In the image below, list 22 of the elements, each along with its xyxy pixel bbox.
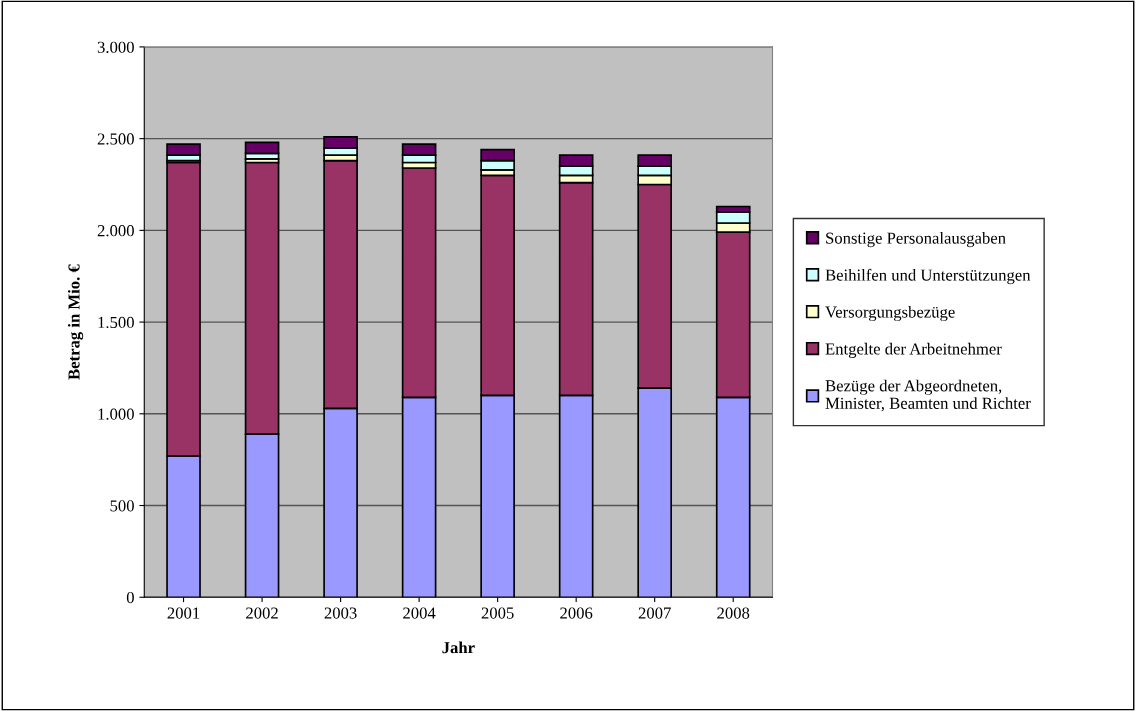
y-tick-label: 2.000 — [97, 225, 134, 237]
legend-label: Beihilfen und Unterstützungen — [825, 268, 1031, 285]
y-tick-label: 3.000 — [97, 41, 134, 53]
x-tick-label: 2007 — [638, 607, 671, 619]
x-tick-label: 2006 — [560, 607, 593, 619]
y-axis-title: Betrag in Mio. € — [67, 264, 84, 380]
x-tick-label: 2008 — [717, 607, 750, 619]
x-tick-label: 2003 — [324, 607, 357, 619]
x-tick-label: 2002 — [246, 607, 278, 619]
x-tick-label: 2005 — [481, 607, 514, 619]
y-tick-label: 0 — [126, 591, 134, 604]
legend-label: Bezüge der Abgeordneten, Minister, Beamten und Richter — [825, 379, 1031, 412]
x-tick-label: 2001 — [167, 607, 200, 619]
y-tick-label: 500 — [110, 500, 134, 512]
legend-label: Versorgungsbezüge — [825, 305, 955, 322]
y-tick-label: 1.500 — [98, 316, 134, 329]
y-tick-label: 2.500 — [97, 133, 134, 145]
y-tick-label: 1.000 — [98, 408, 134, 420]
x-axis-title: Jahr — [442, 641, 475, 654]
legend-label: Entgelte der Arbeitnehmer — [825, 342, 1002, 359]
x-tick-label: 2004 — [403, 607, 436, 619]
legend-label: Sonstige Personalausgaben — [826, 232, 1006, 248]
